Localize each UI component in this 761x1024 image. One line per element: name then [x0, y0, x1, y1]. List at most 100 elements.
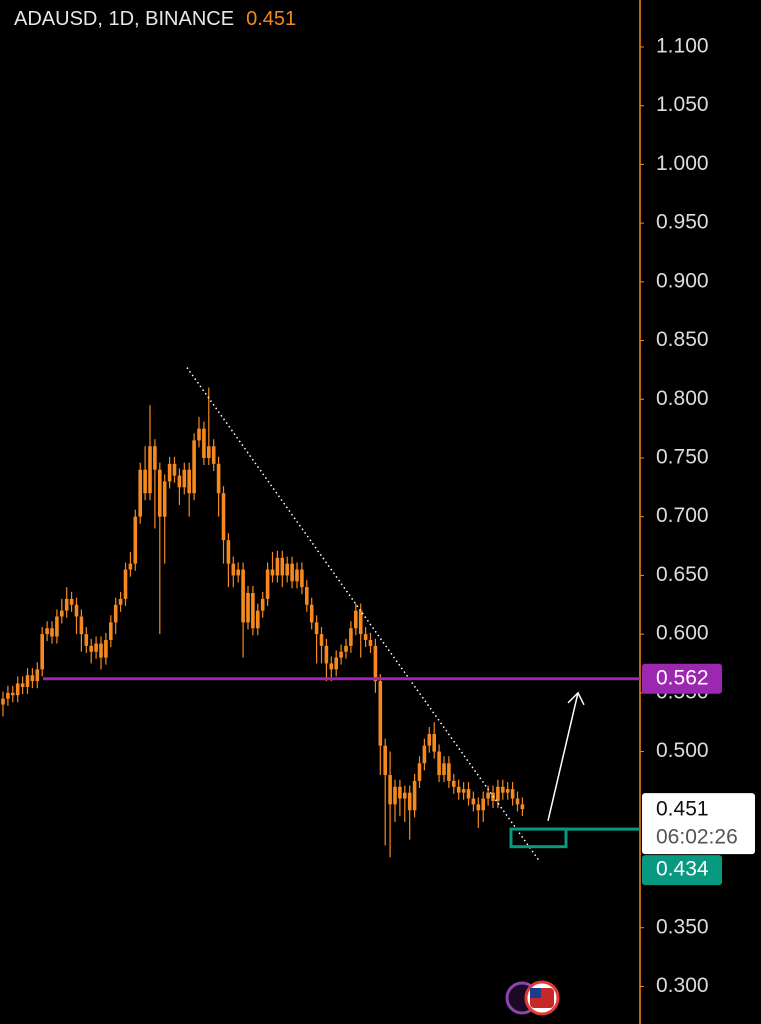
candle-body: [89, 645, 93, 652]
candle-body: [143, 469, 147, 494]
candle-body: [393, 786, 397, 805]
candle-body: [207, 446, 211, 458]
candle-body: [221, 493, 226, 541]
candle-body: [515, 798, 520, 805]
candle-body: [422, 745, 427, 764]
candle-body: [40, 634, 44, 670]
candle-body: [69, 598, 74, 605]
candle-body: [138, 469, 142, 517]
candle-body: [505, 789, 510, 793]
candle-body: [285, 563, 289, 576]
candle-body: [202, 428, 206, 458]
candle-body: [74, 604, 79, 617]
candle-body: [211, 446, 216, 464]
candle-body: [280, 557, 285, 576]
candle-body: [319, 634, 324, 646]
y-tick-label: 0.850: [656, 328, 709, 351]
candle-body: [270, 569, 275, 576]
candle-body: [11, 692, 15, 696]
candle-body: [35, 669, 40, 682]
target-label: 0.434: [656, 858, 709, 881]
candle-body: [344, 645, 348, 652]
candle-body: [432, 733, 436, 752]
candle-body: [45, 628, 49, 635]
y-tick-label: 1.000: [656, 152, 709, 175]
candle-body: [64, 598, 69, 611]
currency-icons: [505, 980, 560, 1016]
y-tick-label: 1.050: [656, 93, 709, 116]
candle-body: [55, 616, 59, 637]
candle-body: [113, 604, 118, 623]
y-tick-label: 0.900: [656, 269, 709, 292]
candle-body: [461, 789, 466, 793]
candle-body: [290, 563, 294, 582]
chart-title: ADAUSD, 1D, BINANCE 0.451: [14, 8, 296, 30]
candle-body: [368, 640, 373, 646]
candle-body: [118, 598, 123, 605]
candle-body: [265, 569, 270, 599]
candle-body: [231, 563, 236, 576]
candle-body: [133, 516, 138, 564]
candle-body: [510, 789, 515, 799]
candle-body: [442, 763, 446, 776]
y-tick-label: 0.600: [656, 622, 709, 645]
candle-body: [501, 786, 505, 793]
y-tick-label: 0.750: [656, 446, 709, 469]
candle-body: [324, 645, 329, 664]
candle-body: [15, 683, 20, 696]
candle-body: [251, 593, 255, 629]
candle-body: [383, 745, 387, 776]
y-tick-label: 0.300: [656, 974, 709, 997]
candle-body: [167, 463, 172, 482]
last-price-label: 0.451: [656, 798, 709, 821]
candle-body: [148, 446, 152, 494]
arrow: [547, 692, 579, 822]
y-tick-label: 0.500: [656, 739, 709, 762]
candle-body: [339, 651, 343, 658]
candle-body: [158, 469, 162, 517]
symbol: ADAUSD, 1D, BINANCE: [14, 8, 234, 30]
candle-body: [378, 681, 383, 746]
candle-body: [305, 587, 309, 605]
candle-body: [437, 751, 441, 776]
candle-body: [182, 469, 187, 488]
candle-body: [177, 475, 182, 488]
candle-body: [300, 569, 304, 588]
candle-body: [226, 540, 231, 564]
level-label: 0.562: [656, 666, 709, 689]
y-tick-label: 0.800: [656, 387, 709, 410]
level-tag: [642, 663, 722, 694]
candle-body: [520, 804, 525, 810]
candle-body: [354, 610, 358, 629]
candle-body: [197, 428, 201, 441]
candle-body: [398, 786, 402, 799]
candle-body: [6, 692, 10, 699]
candle-body: [403, 792, 407, 799]
y-tick-label: 0.700: [656, 504, 709, 527]
candle-body: [373, 645, 378, 682]
candle-body: [427, 733, 432, 746]
candle-body: [295, 569, 299, 582]
candle-body: [363, 634, 368, 640]
candle-body: [358, 610, 363, 635]
candle-body: [496, 786, 500, 801]
candle-body: [109, 622, 113, 640]
candle-body: [50, 628, 54, 637]
y-tick-label: 0.950: [656, 211, 709, 234]
candle-body: [99, 643, 103, 658]
candle-body: [412, 780, 417, 811]
candle-body: [30, 675, 35, 682]
candle-body: [94, 643, 98, 652]
candle-body: [192, 440, 196, 494]
candle-body: [172, 463, 177, 476]
candle-body: [388, 775, 392, 805]
arrow-head: [567, 691, 585, 706]
candle-body: [329, 663, 334, 670]
candle-body: [466, 789, 471, 799]
candle-body: [309, 604, 314, 623]
candle-body: [241, 569, 245, 623]
candle-body: [123, 569, 128, 599]
y-tick-label: 1.100: [656, 35, 709, 58]
plot-area: [1, 387, 525, 858]
candle-body: [481, 798, 485, 811]
